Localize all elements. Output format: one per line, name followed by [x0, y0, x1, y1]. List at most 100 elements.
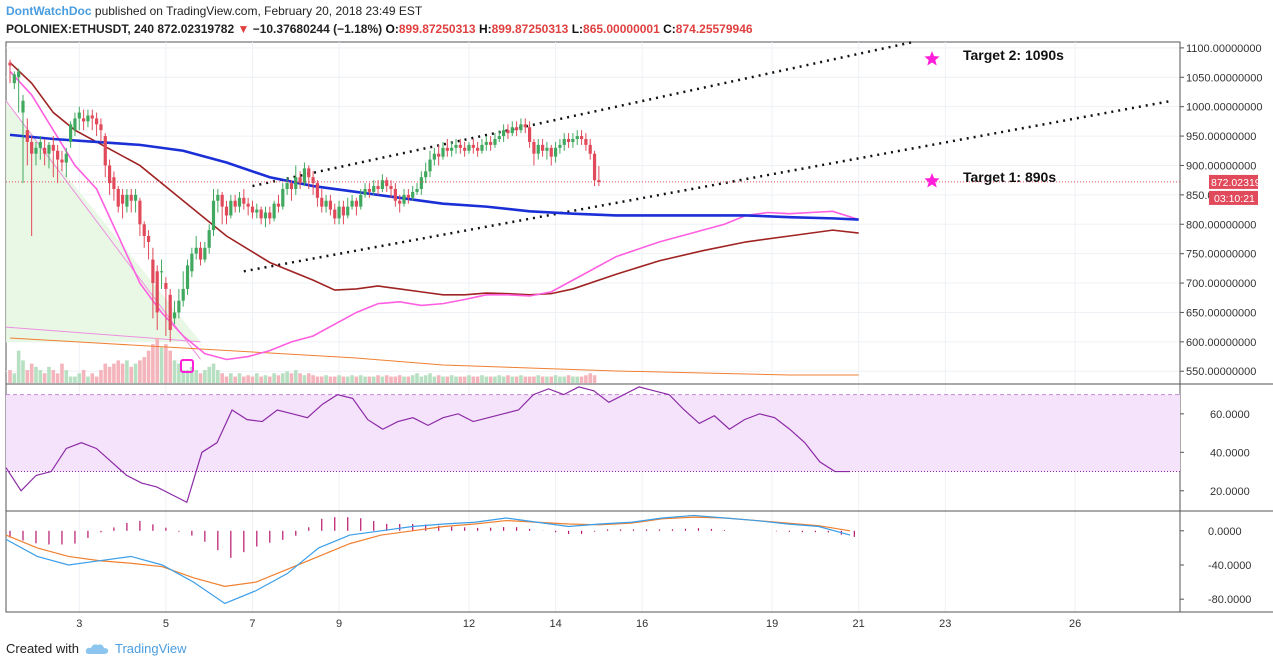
candle-body: [592, 153, 597, 181]
volume-bar: [532, 376, 536, 383]
volume-bar: [198, 373, 203, 383]
volume-bar: [406, 376, 411, 383]
candle-body: [553, 147, 558, 157]
trend-line: [5, 326, 201, 343]
candle-body: [263, 212, 268, 219]
volume-bar: [38, 370, 43, 383]
candle-body: [428, 159, 432, 172]
x-tick-label: 19: [766, 618, 778, 630]
volume-bar: [51, 370, 56, 383]
volume-bar: [73, 376, 77, 383]
candle-body: [389, 186, 393, 189]
volume-bar: [81, 370, 86, 383]
volume-bar: [341, 376, 346, 383]
y-tick-label: 650.00000000: [1186, 307, 1256, 319]
rsi-tick-label: 40.0000: [1210, 447, 1250, 459]
volume-bar: [289, 373, 294, 383]
x-tick-label: 3: [76, 618, 82, 630]
volume-bar: [445, 376, 450, 383]
volume-bar: [60, 363, 64, 383]
volume-bar: [480, 375, 484, 383]
candle-body: [250, 206, 255, 213]
volume-bar: [99, 370, 103, 383]
volume-bar: [384, 375, 389, 383]
volume-bar: [55, 373, 60, 383]
volume-bar: [354, 376, 359, 383]
target-2-star-icon: [924, 51, 940, 66]
y-tick-label: 1000.00000000: [1186, 102, 1262, 114]
x-tick-label: 14: [549, 618, 561, 630]
candle-body: [276, 203, 281, 207]
volume-bar: [77, 373, 82, 383]
author-name[interactable]: DontWatchDoc: [6, 4, 92, 18]
macd-tick-label: 0.0000: [1208, 526, 1242, 538]
volume-bar: [224, 376, 229, 383]
candle-body: [398, 200, 402, 204]
volume-bar: [458, 376, 463, 383]
volume-bar: [246, 375, 250, 383]
candle-body: [502, 130, 506, 137]
target-label-1: Target 1: 890s: [963, 169, 1056, 185]
candle-body: [103, 136, 107, 166]
volume-bar: [272, 373, 276, 383]
volume-bar: [397, 375, 402, 383]
candle-body: [129, 194, 133, 201]
volume-bar: [16, 350, 21, 383]
volume-bar: [588, 373, 593, 383]
candle-body: [181, 288, 185, 301]
volume-bar: [493, 376, 497, 383]
volume-bar: [112, 363, 116, 383]
candle-body: [138, 200, 142, 225]
candle-body: [224, 206, 229, 216]
candle-body: [415, 188, 419, 192]
candle-body: [536, 144, 540, 154]
candle-body: [30, 141, 34, 154]
candle-body: [194, 247, 198, 254]
candle-body: [441, 147, 445, 157]
volume-bar: [181, 370, 185, 383]
candle-body: [497, 136, 501, 140]
volume-bar: [506, 375, 510, 383]
tradingview-cloud-icon: [85, 643, 109, 654]
candle-body: [203, 247, 207, 260]
volume-bar: [345, 376, 350, 383]
target-label-2: Target 2: 1090s: [963, 47, 1064, 63]
volume-bar: [393, 376, 398, 383]
volume-bar: [207, 366, 211, 383]
x-tick-label: 23: [939, 618, 951, 630]
volume-bar: [164, 344, 168, 383]
candle-body: [17, 71, 21, 78]
volume-bar: [337, 375, 341, 383]
candle-body: [294, 177, 298, 189]
candle-body: [21, 100, 25, 113]
volume-bar: [280, 373, 285, 383]
candle-body: [363, 188, 367, 195]
volume-bar: [220, 373, 224, 383]
volume-bar: [133, 363, 138, 383]
close-value: 874.25579946: [675, 22, 753, 36]
publish-info: DontWatchDoc published on TradingView.co…: [6, 4, 422, 18]
candle-body: [402, 194, 406, 204]
volume-bar: [86, 376, 90, 383]
candle-body: [575, 136, 579, 140]
candle-body: [34, 147, 38, 154]
candle-body: [289, 183, 294, 189]
tradingview-brand[interactable]: TradingView: [114, 641, 187, 656]
candle-body: [125, 194, 129, 207]
volume-bar: [419, 376, 424, 383]
shaded-region: [6, 100, 201, 342]
down-arrow-icon: ▼: [237, 22, 250, 36]
candle-body: [73, 118, 77, 131]
volume-bar: [319, 376, 324, 383]
x-tick-label: 12: [463, 618, 475, 630]
volume-bar: [540, 376, 545, 383]
candle-body: [532, 141, 536, 154]
candle-body: [320, 197, 324, 207]
volume-bar: [47, 366, 51, 383]
candle-body: [64, 153, 68, 163]
volume-bar: [233, 376, 237, 383]
y-tick-label: 1100.00000000: [1186, 43, 1262, 55]
candle-body: [523, 124, 527, 128]
volume-bar: [250, 376, 255, 383]
